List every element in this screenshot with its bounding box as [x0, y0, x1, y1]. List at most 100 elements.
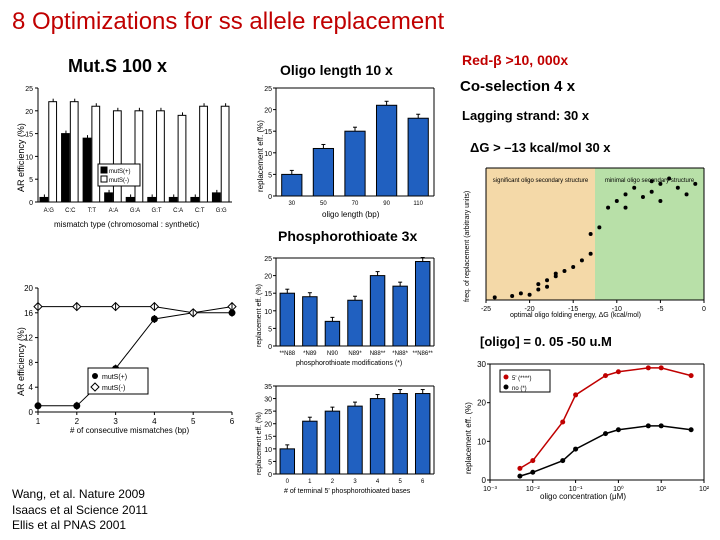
svg-text:15: 15 [25, 132, 33, 139]
svg-text:5' (****): 5' (****) [512, 376, 532, 382]
svg-text:0: 0 [29, 408, 34, 417]
chart-dg: significant oligo secondary structuremin… [460, 162, 710, 324]
xlabel: mismatch type (chromosomal : synthetic) [54, 220, 199, 229]
svg-text:**N88: **N88 [279, 351, 295, 357]
svg-text:20: 20 [264, 274, 272, 281]
svg-text:6: 6 [421, 479, 425, 485]
svg-text:0: 0 [482, 476, 487, 485]
svg-text:4: 4 [376, 479, 380, 485]
svg-text:10¹: 10¹ [656, 486, 667, 493]
cite-3: Ellis et al PNAS 2001 [12, 518, 148, 534]
svg-text:N90: N90 [327, 351, 339, 357]
svg-text:25: 25 [264, 256, 272, 263]
chart-conc: 010203010⁻³10⁻²10⁻¹10⁰10¹10²5' (****)no … [460, 356, 710, 504]
svg-text:**N86**: **N86** [413, 351, 434, 357]
svg-text:15: 15 [264, 291, 272, 298]
svg-text:C:A: C:A [173, 208, 183, 214]
svg-text:-5: -5 [657, 306, 663, 313]
svg-text:30: 30 [477, 360, 486, 369]
svg-text:mutS(+): mutS(+) [102, 374, 127, 381]
svg-text:2: 2 [75, 417, 80, 426]
svg-text:3: 3 [353, 479, 357, 485]
svg-text:significant oligo secondary st: significant oligo secondary structure [493, 178, 589, 184]
ylabel: freq. of replacement (arbitrary units) [464, 191, 471, 302]
svg-text:15: 15 [264, 434, 272, 441]
svg-text:0: 0 [268, 344, 272, 351]
svg-text:10: 10 [477, 437, 486, 446]
svg-text:C:C: C:C [65, 208, 76, 214]
svg-text:mutS(-): mutS(-) [109, 178, 129, 184]
label-oligo-len: Oligo length 10 x [280, 62, 393, 78]
svg-text:25: 25 [264, 409, 272, 416]
svg-text:5: 5 [29, 177, 33, 184]
svg-text:10: 10 [264, 309, 272, 316]
cite-2: Isaacs et al Science 2011 [12, 503, 148, 519]
svg-text:30: 30 [264, 397, 272, 404]
svg-text:20: 20 [25, 109, 33, 116]
svg-text:10⁻²: 10⁻² [526, 486, 540, 493]
svg-text:10: 10 [264, 151, 272, 158]
svg-text:5: 5 [191, 417, 196, 426]
svg-text:*N89: *N89 [303, 351, 317, 357]
svg-text:0: 0 [268, 472, 272, 479]
svg-text:90: 90 [383, 201, 390, 207]
svg-text:10: 10 [25, 154, 33, 161]
svg-text:20: 20 [264, 108, 272, 115]
chart-phospho-bot: 051015202530350123456 replacement eff. (… [252, 380, 442, 500]
xlabel: oligo concentration (μM) [540, 492, 626, 501]
svg-text:15: 15 [264, 129, 272, 136]
svg-text:no (*): no (*) [512, 386, 527, 392]
svg-text:25: 25 [264, 86, 272, 93]
svg-text:30: 30 [288, 201, 295, 207]
page-title: 8 Optimizations for ss allele replacemen… [0, 0, 720, 40]
citations: Wang, et al. Nature 2009 Isaacs et al Sc… [12, 487, 148, 534]
svg-text:20: 20 [477, 399, 486, 408]
svg-text:mutS(-): mutS(-) [102, 385, 125, 392]
svg-text:20: 20 [264, 422, 272, 429]
svg-text:N88**: N88** [370, 351, 386, 357]
svg-text:G:T: G:T [152, 208, 162, 214]
label-cosel: Co-selection 4 x [460, 78, 575, 95]
xlabel: optimal oligo folding energy, ΔG (kcal/m… [510, 312, 641, 319]
label-redb: Red-β >10, 000x [462, 52, 568, 68]
svg-text:T:T: T:T [88, 208, 97, 214]
svg-text:C:T: C:T [195, 208, 205, 214]
svg-text:10⁻³: 10⁻³ [483, 486, 497, 493]
svg-text:0: 0 [268, 194, 272, 201]
xlabel: phosphorothioate modifications (*) [296, 360, 402, 367]
svg-text:6: 6 [230, 417, 235, 426]
svg-text:10: 10 [264, 447, 272, 454]
label-phospho: Phosphorothioate 3x [278, 228, 417, 244]
svg-text:20: 20 [24, 284, 33, 293]
svg-text:1: 1 [36, 417, 41, 426]
svg-text:4: 4 [152, 417, 157, 426]
label-lagging: Lagging strand: 30 x [462, 108, 589, 123]
xlabel: # of consecutive mismatches (bp) [70, 426, 189, 435]
xlabel: oligo length (bp) [322, 210, 379, 219]
svg-text:N89*: N89* [348, 351, 362, 357]
svg-text:10²: 10² [699, 486, 710, 493]
svg-text:mutS(+): mutS(+) [109, 169, 131, 175]
ylabel: AR efficiency (%) [16, 327, 26, 396]
svg-text:0: 0 [29, 200, 33, 207]
svg-text:4: 4 [29, 383, 34, 392]
svg-text:50: 50 [320, 201, 327, 207]
svg-text:5: 5 [268, 459, 272, 466]
chart-muts-bars: 0510152025A:GC:CT:TA:AG:AG:TC:AC:TG:Gmut… [10, 82, 238, 232]
svg-text:A:G: A:G [44, 208, 55, 214]
label-oligo-conc: [oligo] = 0. 05 -50 u.M [480, 334, 612, 349]
svg-text:G:A: G:A [130, 208, 140, 214]
chart-muts-line: 048121620123456mutS(+)mutS(-) AR efficie… [10, 278, 238, 438]
svg-text:*N88*: *N88* [392, 351, 408, 357]
svg-text:5: 5 [268, 326, 272, 333]
svg-text:3: 3 [113, 417, 118, 426]
ylabel: replacement eff. (%) [256, 284, 263, 347]
svg-text:1: 1 [308, 479, 312, 485]
ylabel: AR efficiency (%) [16, 123, 26, 192]
ylabel: replacement eff. (%) [256, 120, 265, 192]
ylabel: replacement eff. (%) [256, 412, 263, 475]
chart-phospho-top: 0 5 10 15 20 25 **N88 *N89 N90 N89* N88** *N88* **N8… [252, 252, 442, 372]
xlabel: # of terminal 5' phosphorothioated bases [284, 488, 410, 495]
svg-text:70: 70 [352, 201, 359, 207]
svg-text:G:G: G:G [216, 208, 227, 214]
